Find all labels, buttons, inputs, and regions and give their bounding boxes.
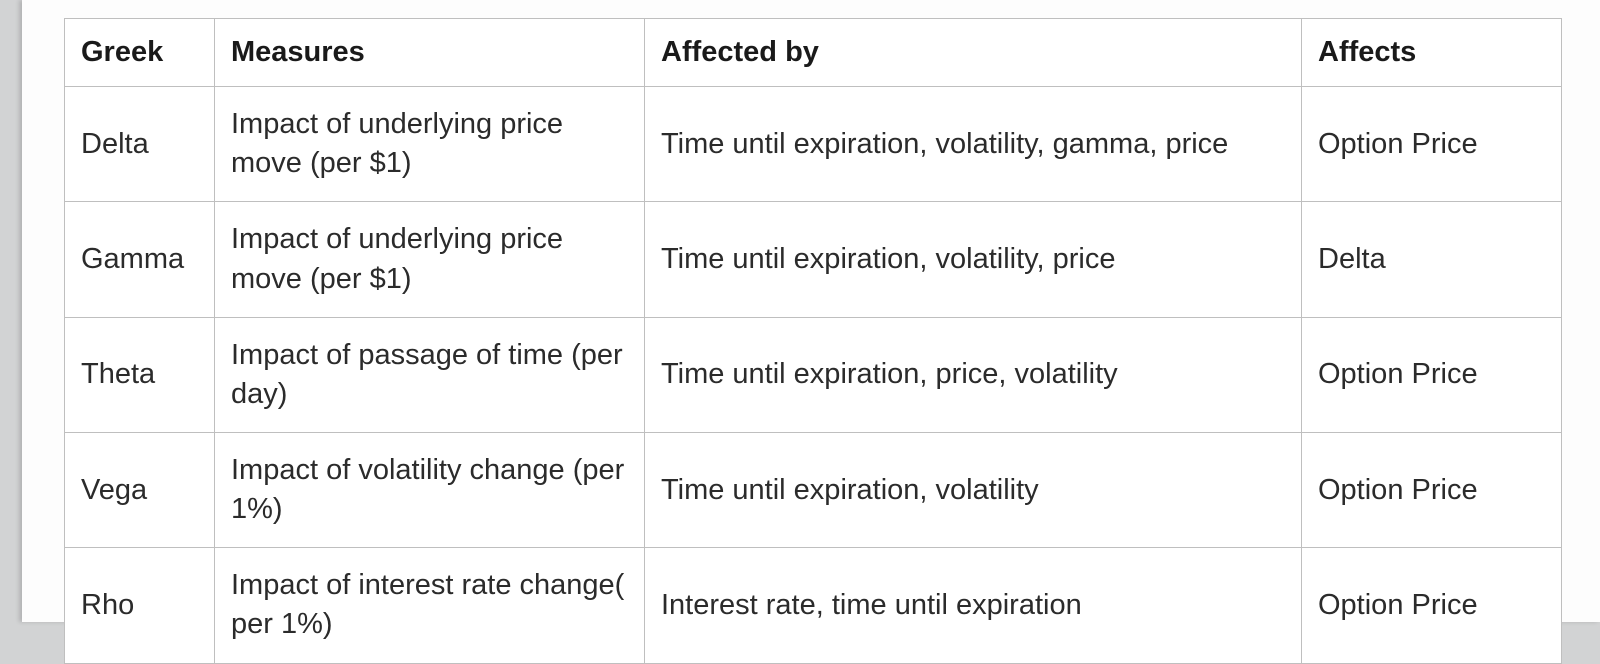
cell-greek: Gamma xyxy=(65,202,215,317)
cell-greek: Theta xyxy=(65,317,215,432)
greeks-table: Greek Measures Affected by Affects Delta… xyxy=(64,18,1562,664)
table-header-row: Greek Measures Affected by Affects xyxy=(65,19,1562,87)
cell-greek: Vega xyxy=(65,432,215,547)
col-header-affects: Affects xyxy=(1302,19,1562,87)
cell-affected: Time until expiration, volatility, gamma… xyxy=(645,87,1302,202)
table-row: Delta Impact of underlying price move (p… xyxy=(65,87,1562,202)
cell-affected: Time until expiration, volatility, price xyxy=(645,202,1302,317)
cell-affects: Option Price xyxy=(1302,317,1562,432)
cell-measures: Impact of underlying price move (per $1) xyxy=(215,87,645,202)
table-row: Gamma Impact of underlying price move (p… xyxy=(65,202,1562,317)
cell-affects: Option Price xyxy=(1302,87,1562,202)
cell-affected: Time until expiration, price, volatility xyxy=(645,317,1302,432)
cell-affects: Delta xyxy=(1302,202,1562,317)
cell-greek: Delta xyxy=(65,87,215,202)
table-row: Theta Impact of passage of time (per day… xyxy=(65,317,1562,432)
cell-measures: Impact of interest rate change( per 1%) xyxy=(215,548,645,663)
table-row: Rho Impact of interest rate change( per … xyxy=(65,548,1562,663)
cell-affected: Interest rate, time until expiration xyxy=(645,548,1302,663)
cell-measures: Impact of underlying price move (per $1) xyxy=(215,202,645,317)
cell-greek: Rho xyxy=(65,548,215,663)
cell-affects: Option Price xyxy=(1302,548,1562,663)
cell-measures: Impact of passage of time (per day) xyxy=(215,317,645,432)
col-header-greek: Greek xyxy=(65,19,215,87)
col-header-affected: Affected by xyxy=(645,19,1302,87)
cell-affected: Time until expiration, volatility xyxy=(645,432,1302,547)
document-page: Greek Measures Affected by Affects Delta… xyxy=(22,0,1600,622)
table-row: Vega Impact of volatility change (per 1%… xyxy=(65,432,1562,547)
cell-affects: Option Price xyxy=(1302,432,1562,547)
col-header-measures: Measures xyxy=(215,19,645,87)
cell-measures: Impact of volatility change (per 1%) xyxy=(215,432,645,547)
